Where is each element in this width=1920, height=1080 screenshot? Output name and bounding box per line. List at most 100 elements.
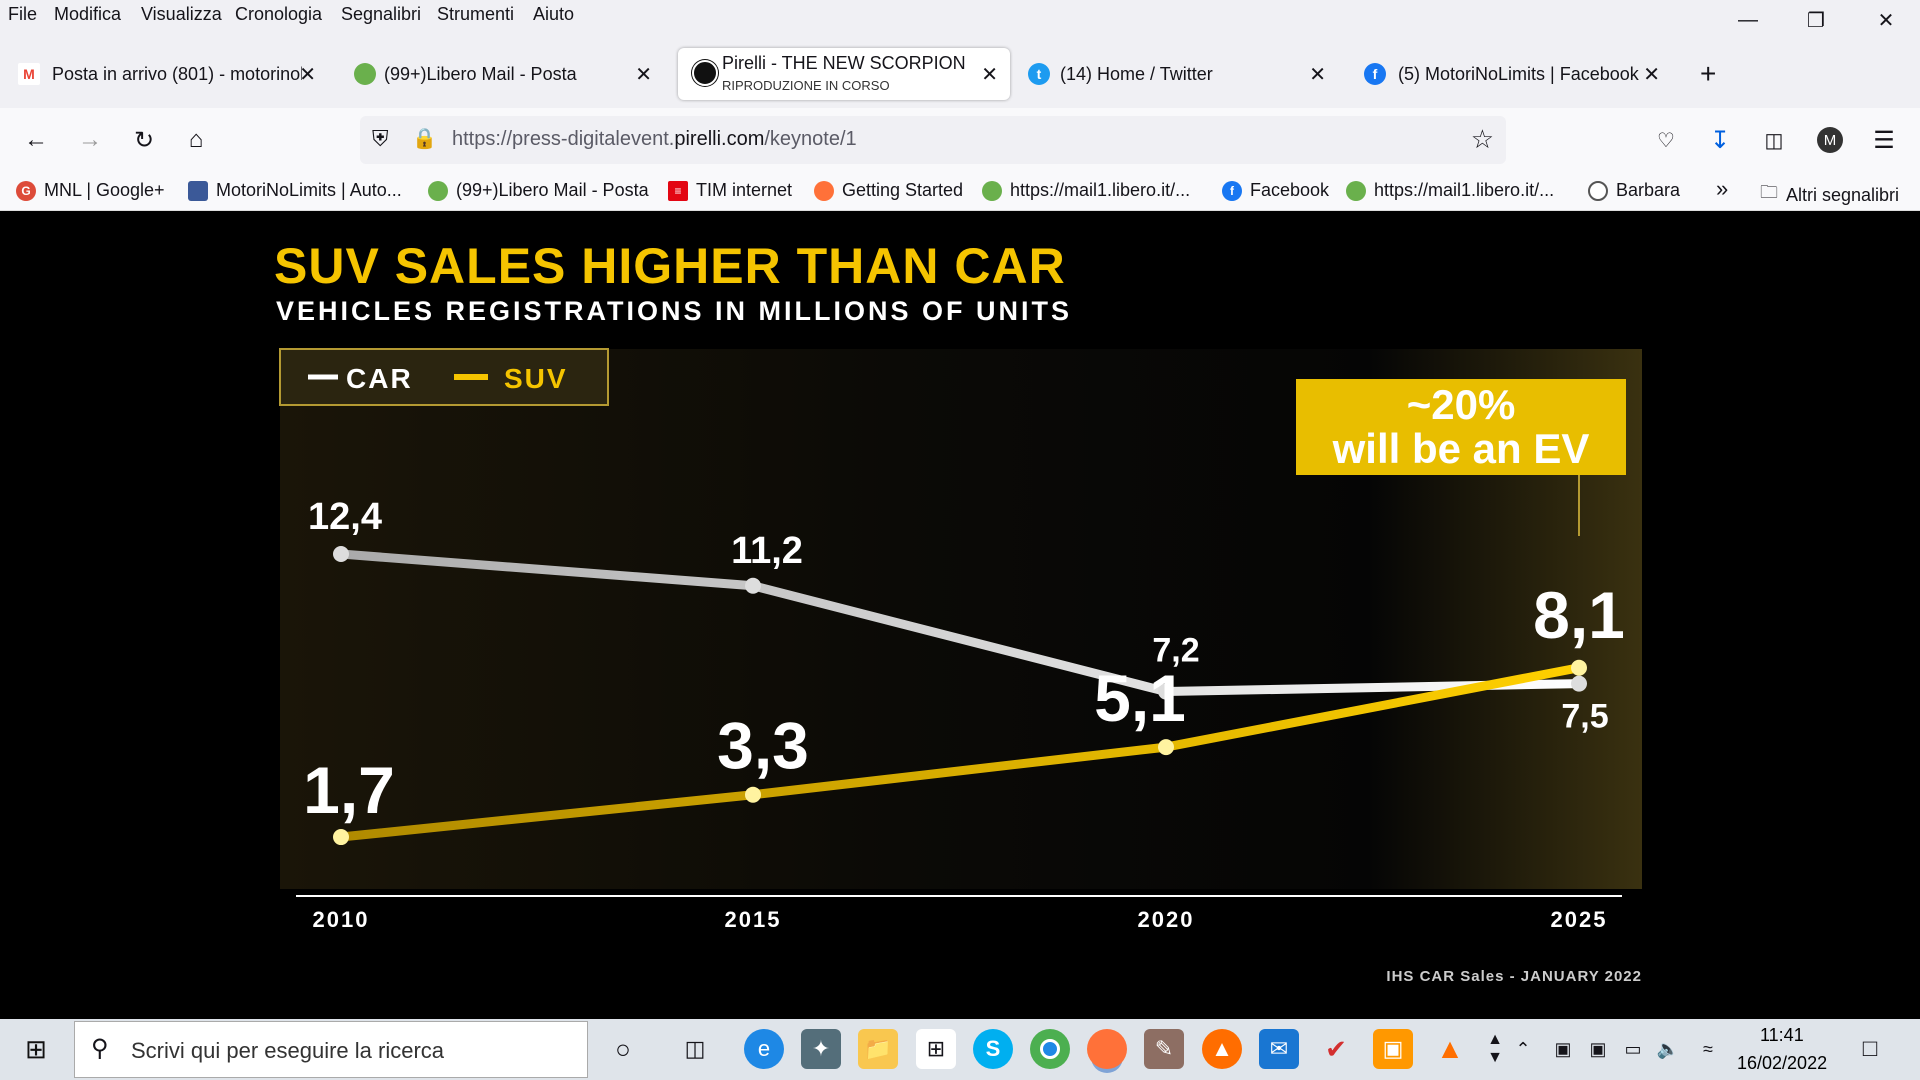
new-tab-button[interactable]: +: [1700, 58, 1717, 89]
download-icon[interactable]: ↧: [1709, 126, 1731, 154]
task-view-icon[interactable]: ◫: [684, 1036, 706, 1061]
url-text[interactable]: https://press-digitalevent.pirelli.com/k…: [452, 128, 857, 150]
meet-now-icon[interactable]: ▣: [1554, 1038, 1572, 1059]
network-device-icon[interactable]: ▣: [1589, 1038, 1607, 1059]
account-icon[interactable]: M: [1812, 122, 1848, 158]
close-icon[interactable]: ✕: [1643, 63, 1660, 86]
reload-icon[interactable]: ↻: [133, 126, 155, 154]
gmail-icon: M: [18, 63, 40, 85]
tab-playing-label: RIPRODUZIONE IN CORSO: [722, 78, 890, 93]
vlc-icon[interactable]: ▲: [1436, 1033, 1464, 1064]
camera-icon[interactable]: ▣: [1373, 1029, 1413, 1069]
close-icon[interactable]: ✕: [635, 63, 652, 86]
suv-data-label: 1,7: [303, 753, 395, 827]
menu-aiuto[interactable]: Aiuto: [533, 4, 575, 24]
app-icon[interactable]: ▲: [1202, 1029, 1242, 1069]
notification-icon[interactable]: □: [1862, 1035, 1878, 1062]
close-icon[interactable]: ✕: [1309, 63, 1326, 86]
car-data-point: [1571, 675, 1587, 692]
tab-title: (99+)Libero Mail - Posta: [384, 63, 577, 84]
cortana-icon[interactable]: ○: [615, 1033, 631, 1064]
ev-annotation-box: [1296, 379, 1626, 475]
car-data-point: [745, 577, 761, 594]
store-icon[interactable]: ⊞: [916, 1029, 956, 1069]
volume-icon[interactable]: 🔈: [1656, 1038, 1680, 1059]
firefox-icon: [814, 180, 834, 201]
search-placeholder: Scrivi qui per eseguire la ricerca: [131, 1038, 445, 1063]
windows-start-icon[interactable]: ⊞: [25, 1033, 47, 1064]
bookmark-item[interactable]: Barbara: [1588, 180, 1680, 201]
tim-icon: ≡: [668, 180, 688, 201]
file-explorer-icon[interactable]: 📁: [858, 1029, 898, 1069]
libero-icon: [1346, 180, 1366, 201]
tab-title: (14) Home / Twitter: [1060, 63, 1213, 84]
mail-icon[interactable]: ✉: [1259, 1029, 1299, 1069]
lock-icon[interactable]: 🔒: [412, 128, 437, 150]
bookmark-item[interactable]: MotoriNoLimits | Auto...: [188, 180, 402, 201]
menu-modifica[interactable]: Modifica: [54, 4, 122, 24]
tab-gmail[interactable]: M Posta in arrivo (801) - motorinol ✕: [4, 48, 328, 100]
home-icon[interactable]: ⌂: [188, 126, 204, 153]
menu-visualizza[interactable]: Visualizza: [141, 4, 222, 24]
close-window-button[interactable]: ✕: [1877, 9, 1895, 32]
url-bar[interactable]: ⛨ 🔒 https://press-digitalevent.pirelli.c…: [360, 116, 1506, 164]
line-chart: CAR SUV ~20% will be an EV 2010 2015 2020 2…: [279, 348, 1642, 932]
suv-data-point: [1571, 659, 1587, 676]
bookmark-item[interactable]: (99+)Libero Mail - Posta: [428, 180, 649, 201]
bookmarks-overflow-icon[interactable]: »: [1716, 176, 1729, 201]
close-icon[interactable]: ✕: [981, 63, 998, 86]
tab-libero[interactable]: (99+)Libero Mail - Posta ✕: [340, 48, 664, 100]
tab-title: Posta in arrivo (801) - motorinol: [52, 63, 302, 84]
other-bookmarks[interactable]: 🗀 Altri segnalibri: [1760, 180, 1899, 210]
bookmark-item[interactable]: https://mail1.libero.it/...: [1346, 180, 1554, 201]
close-icon[interactable]: ✕: [299, 63, 316, 86]
shield-icon[interactable]: ⛨: [372, 126, 389, 151]
x-tick-label: 2010: [313, 907, 370, 932]
tab-bar: M Posta in arrivo (801) - motorinol ✕ (9…: [0, 40, 1920, 108]
tab-twitter[interactable]: t (14) Home / Twitter ✕: [1014, 48, 1338, 100]
snip-tool-icon[interactable]: ✦: [801, 1029, 841, 1069]
bookmark-item[interactable]: https://mail1.libero.it/...: [982, 180, 1190, 201]
libero-icon: [354, 63, 376, 85]
sidebar-icon[interactable]: ◫: [1764, 129, 1784, 152]
edge-icon[interactable]: e: [744, 1029, 784, 1069]
tab-facebook[interactable]: f (5) MotoriNoLimits | Facebook ✕: [1350, 48, 1674, 100]
search-icon: ⚲: [91, 1035, 109, 1062]
ccleaner-icon[interactable]: ✔: [1325, 1033, 1347, 1064]
chart-subtitle: VEHICLES REGISTRATIONS IN MILLIONS OF UN…: [276, 296, 1073, 326]
menu-strumenti[interactable]: Strumenti: [437, 4, 515, 24]
forward-icon[interactable]: →: [78, 126, 102, 153]
suv-data-point: [333, 829, 349, 846]
clock-time[interactable]: 11:41: [1760, 1025, 1804, 1045]
back-icon[interactable]: ←: [24, 126, 48, 153]
menu-file[interactable]: File: [8, 4, 38, 24]
taskbar-search-input[interactable]: ⚲ Scrivi qui per eseguire la ricerca: [74, 1021, 588, 1078]
bookmark-item[interactable]: ≡ TIM internet: [668, 180, 792, 201]
tab-pirelli[interactable]: Pirelli - THE NEW SCORPION FA RIPRODUZIO…: [678, 48, 1010, 100]
bookmark-item[interactable]: G MNL | Google+: [16, 180, 165, 201]
car-data-label: 7,5: [1561, 698, 1608, 736]
chrome-icon[interactable]: [1030, 1029, 1070, 1069]
battery-icon[interactable]: ▭: [1624, 1038, 1642, 1059]
chevron-up-icon[interactable]: ⌃: [1515, 1038, 1531, 1059]
bookmark-star-icon[interactable]: ☆: [1470, 124, 1494, 154]
bookmark-item[interactable]: Getting Started: [814, 180, 963, 201]
x-tick-label: 2015: [725, 907, 782, 932]
menu-icon[interactable]: ☰: [1873, 126, 1895, 154]
menu-segnalibri[interactable]: Segnalibri: [341, 4, 422, 24]
restore-button[interactable]: ❐: [1807, 9, 1825, 32]
wifi-icon[interactable]: ≈: [1703, 1038, 1713, 1059]
skype-icon[interactable]: S: [973, 1029, 1013, 1069]
car-series-line: [340, 549, 1580, 697]
clock-date[interactable]: 16/02/2022: [1737, 1053, 1828, 1073]
pocket-icon[interactable]: ♡: [1657, 129, 1675, 152]
chart-title: SUV SALES HIGHER THAN CAR: [274, 238, 1066, 294]
taskbar-scroll-icon[interactable]: ▲ ▼: [1487, 1031, 1503, 1066]
suv-data-point: [1158, 739, 1174, 756]
firefox-icon[interactable]: [1087, 1029, 1127, 1069]
bookmark-item[interactable]: f Facebook: [1222, 180, 1329, 201]
image-editor-icon[interactable]: ✎: [1144, 1029, 1184, 1069]
minimize-button[interactable]: —: [1738, 8, 1758, 31]
menu-cronologia[interactable]: Cronologia: [235, 4, 323, 24]
legend-suv-label: SUV: [504, 363, 568, 394]
